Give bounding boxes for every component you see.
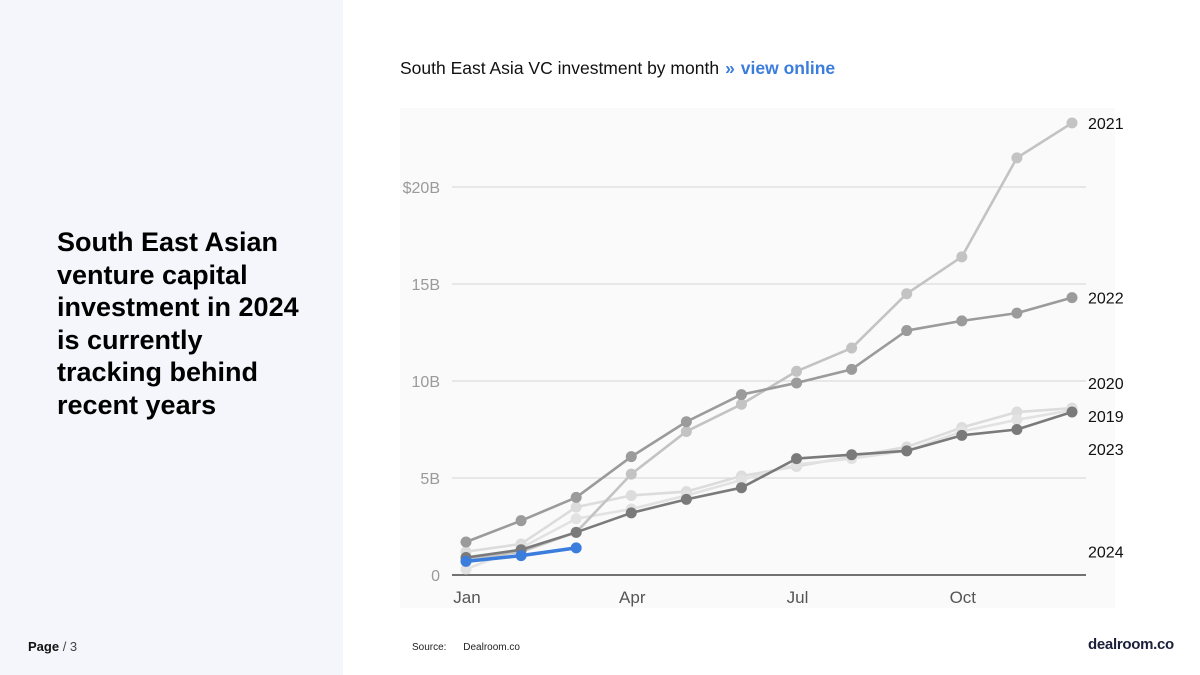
source-label: Source: — [412, 642, 447, 653]
data-point — [460, 563, 472, 575]
data-point — [460, 555, 472, 567]
data-point — [680, 425, 692, 437]
data-point — [901, 445, 913, 457]
data-point — [570, 491, 582, 503]
data-point — [846, 342, 858, 354]
series-end-label: 2023 — [1088, 442, 1124, 459]
y-tick-label: 5B — [420, 471, 440, 488]
chart-title: South East Asia VC investment by month» v… — [400, 58, 835, 79]
data-point — [1011, 414, 1023, 426]
view-online-link[interactable]: view online — [740, 58, 836, 78]
y-tick-label: 15B — [412, 277, 440, 294]
series-2023: 2023 — [460, 406, 1124, 564]
page-indicator: Page / 3 — [28, 639, 77, 654]
series-end-label: 2024 — [1088, 545, 1124, 562]
y-tick-label: 10B — [412, 374, 440, 391]
data-point — [956, 315, 968, 327]
data-point — [570, 542, 582, 554]
data-point — [735, 398, 747, 410]
source-note: Source: Dealroom.co — [412, 642, 520, 653]
y-tick-label: 0 — [431, 568, 440, 585]
data-point — [625, 451, 637, 463]
data-point — [1011, 424, 1023, 435]
data-point — [515, 550, 527, 562]
series-end-label: 2022 — [1088, 291, 1124, 308]
series-2024: 2024 — [460, 542, 1124, 567]
x-tick-label: Jul — [787, 588, 809, 607]
data-point — [625, 507, 637, 519]
data-point — [791, 377, 803, 389]
data-point — [1011, 307, 1023, 319]
data-point — [791, 453, 803, 465]
data-point — [791, 365, 803, 377]
data-point — [735, 389, 747, 401]
source-value: Dealroom.co — [463, 642, 520, 653]
series-end-label: 2019 — [1088, 409, 1124, 426]
x-tick-label: Apr — [619, 588, 646, 607]
data-point — [625, 468, 637, 480]
chevron-right-double-icon: » — [725, 58, 735, 78]
data-point — [680, 493, 692, 505]
data-point — [846, 449, 858, 461]
y-tick-label: $20B — [403, 180, 440, 197]
data-point — [625, 489, 637, 501]
data-point — [570, 513, 582, 525]
data-point — [956, 429, 968, 441]
data-point — [1066, 292, 1078, 304]
left-panel — [0, 0, 343, 675]
series-line — [464, 410, 1074, 559]
data-point — [680, 416, 692, 428]
data-point — [846, 363, 858, 375]
data-point — [901, 288, 913, 300]
series-end-label: 2021 — [1088, 116, 1124, 133]
page-number: / 3 — [62, 639, 78, 654]
page-label: Page — [28, 639, 60, 654]
data-point — [1011, 152, 1023, 164]
data-point — [1066, 117, 1078, 129]
data-point — [1066, 406, 1078, 418]
data-point — [515, 515, 527, 527]
data-point — [901, 325, 913, 337]
x-tick-label: Oct — [950, 588, 977, 607]
dealroom-logo: dealroom.co — [1088, 636, 1174, 653]
series-line — [464, 121, 1074, 561]
data-point — [460, 536, 472, 548]
data-point — [570, 501, 582, 513]
data-point — [956, 251, 968, 263]
headline: South East Asian venture capital investm… — [57, 227, 299, 420]
data-point — [570, 526, 582, 538]
series-line — [464, 296, 1074, 544]
series-2022: 2022 — [460, 291, 1124, 548]
data-point — [1011, 406, 1023, 418]
data-point — [735, 482, 747, 494]
x-tick-label: Jan — [453, 588, 480, 607]
chart-title-text: South East Asia VC investment by month — [400, 58, 720, 78]
data-point — [735, 474, 747, 486]
series-end-label: 2020 — [1088, 376, 1124, 393]
series-2021: 2021 — [460, 116, 1124, 565]
